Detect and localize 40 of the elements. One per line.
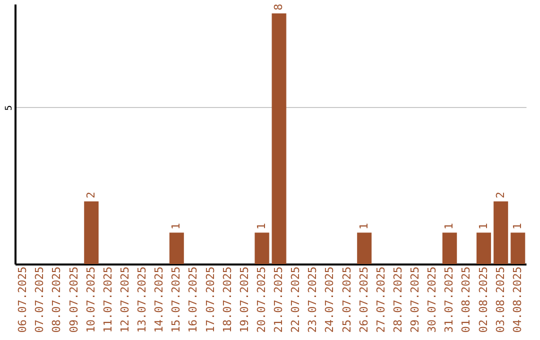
data-label: 1 <box>254 223 268 230</box>
y-tick-label: 5 <box>4 105 14 111</box>
x-tick-label: 09.07.2025 <box>67 266 80 333</box>
x-tick-label: 12.07.2025 <box>118 266 132 333</box>
data-label: 1 <box>170 223 183 230</box>
x-tick-label: 17.07.2025 <box>204 266 217 333</box>
x-tick-label: 26.07.2025 <box>357 266 370 333</box>
x-tick-label: 24.07.2025 <box>323 266 336 333</box>
data-label: 8 <box>272 4 286 10</box>
x-tick-label: 18.07.2025 <box>220 266 234 333</box>
x-tick-label: 10.07.2025 <box>84 266 98 333</box>
x-tick-label: 22.07.2025 <box>289 266 302 333</box>
x-tick-label: 30.07.2025 <box>426 266 439 333</box>
data-label: 1 <box>510 223 524 230</box>
x-tick-label: 04.08.2025 <box>510 266 524 333</box>
data-label: 1 <box>357 223 370 230</box>
x-tick-label: 08.07.2025 <box>50 266 64 333</box>
x-tick-label: 19.07.2025 <box>238 266 251 333</box>
x-tick-label: 31.07.2025 <box>442 266 456 333</box>
x-tick-label: 14.07.2025 <box>152 266 166 333</box>
data-label: 2 <box>84 192 98 198</box>
data-label: 2 <box>494 192 507 198</box>
x-tick-label: 11.07.2025 <box>101 266 114 333</box>
data-label: 1 <box>442 223 456 230</box>
x-tick-label: 06.07.2025 <box>16 266 30 333</box>
x-tick-label: 16.07.2025 <box>186 266 200 333</box>
x-tick-label: 07.07.2025 <box>33 266 46 333</box>
x-tick-label: 21.07.2025 <box>272 266 286 333</box>
x-tick-label: 28.07.2025 <box>391 266 404 333</box>
x-tick-label: 15.07.2025 <box>170 266 183 333</box>
x-tick-label: 20.07.2025 <box>254 266 268 333</box>
x-tick-label: 25.07.2025 <box>340 266 354 333</box>
x-tick-label: 29.07.2025 <box>408 266 422 333</box>
data-label: 1 <box>476 223 490 230</box>
x-tick-label: 23.07.2025 <box>306 266 320 333</box>
x-tick-label: 27.07.2025 <box>374 266 388 333</box>
x-tick-label: 13.07.2025 <box>136 266 149 333</box>
x-tick-label: 02.08.2025 <box>476 266 490 333</box>
x-tick-label: 03.08.2025 <box>494 266 507 333</box>
x-tick-label: 01.08.2025 <box>460 266 473 333</box>
